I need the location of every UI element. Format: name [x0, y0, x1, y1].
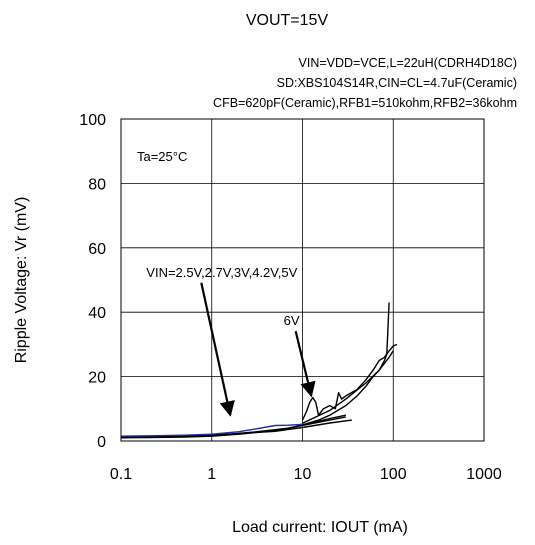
series-line-7: [302, 350, 394, 424]
conditions-line-3: CFB=620pF(Ceramic),RFB1=510kohm,RFB2=36k…: [213, 96, 517, 110]
series-line-3: [120, 419, 352, 439]
plot-frame: [120, 118, 485, 442]
y-tick-label: 20: [88, 370, 106, 387]
series-line-4: [120, 423, 303, 437]
x-tick-label: 0.1: [110, 466, 132, 483]
annotation-label-3: 6V: [284, 313, 300, 328]
annotation-label-1: Ta=25°C: [137, 149, 187, 164]
x-tick-label: 100: [380, 466, 407, 483]
series-line-6: [301, 343, 398, 421]
y-tick-label: 100: [79, 112, 106, 129]
annotation-label-2: VIN=2.5V,2.7V,3V,4.2V,5V: [146, 265, 297, 280]
series-group: [120, 302, 398, 439]
annotations: Ta=25°C VIN=2.5V,2.7V,3V,4.2V,5V 6V: [137, 149, 316, 417]
annotation-arrow-3: [294, 330, 316, 398]
chart-title: VOUT=15V: [246, 12, 329, 29]
conditions-line-2: SD:XBS104S14R,CIN=CL=4.7uF(Ceramic): [277, 76, 517, 90]
series-line-5: [302, 302, 390, 426]
y-tick-label: 40: [88, 305, 106, 322]
y-tick-label: 80: [88, 176, 106, 193]
x-tick-label: 1000: [466, 466, 502, 483]
grid-lines: [120, 118, 485, 442]
y-axis-label: Ripple Voltage: Vr (mV): [13, 197, 30, 364]
tick-labels: 0.1 1 10 100 1000 0 20 40 60 80 100: [79, 112, 502, 483]
x-axis-label: Load current: IOUT (mA): [232, 519, 408, 536]
y-tick-label: 0: [97, 434, 106, 451]
annotation-arrow-2: [200, 282, 235, 417]
x-tick-label: 1: [207, 466, 216, 483]
x-tick-label: 10: [294, 466, 312, 483]
y-tick-label: 60: [88, 241, 106, 258]
conditions-line-1: VIN=VDD=VCE,L=22uH(CDRH4D18C): [299, 56, 517, 70]
